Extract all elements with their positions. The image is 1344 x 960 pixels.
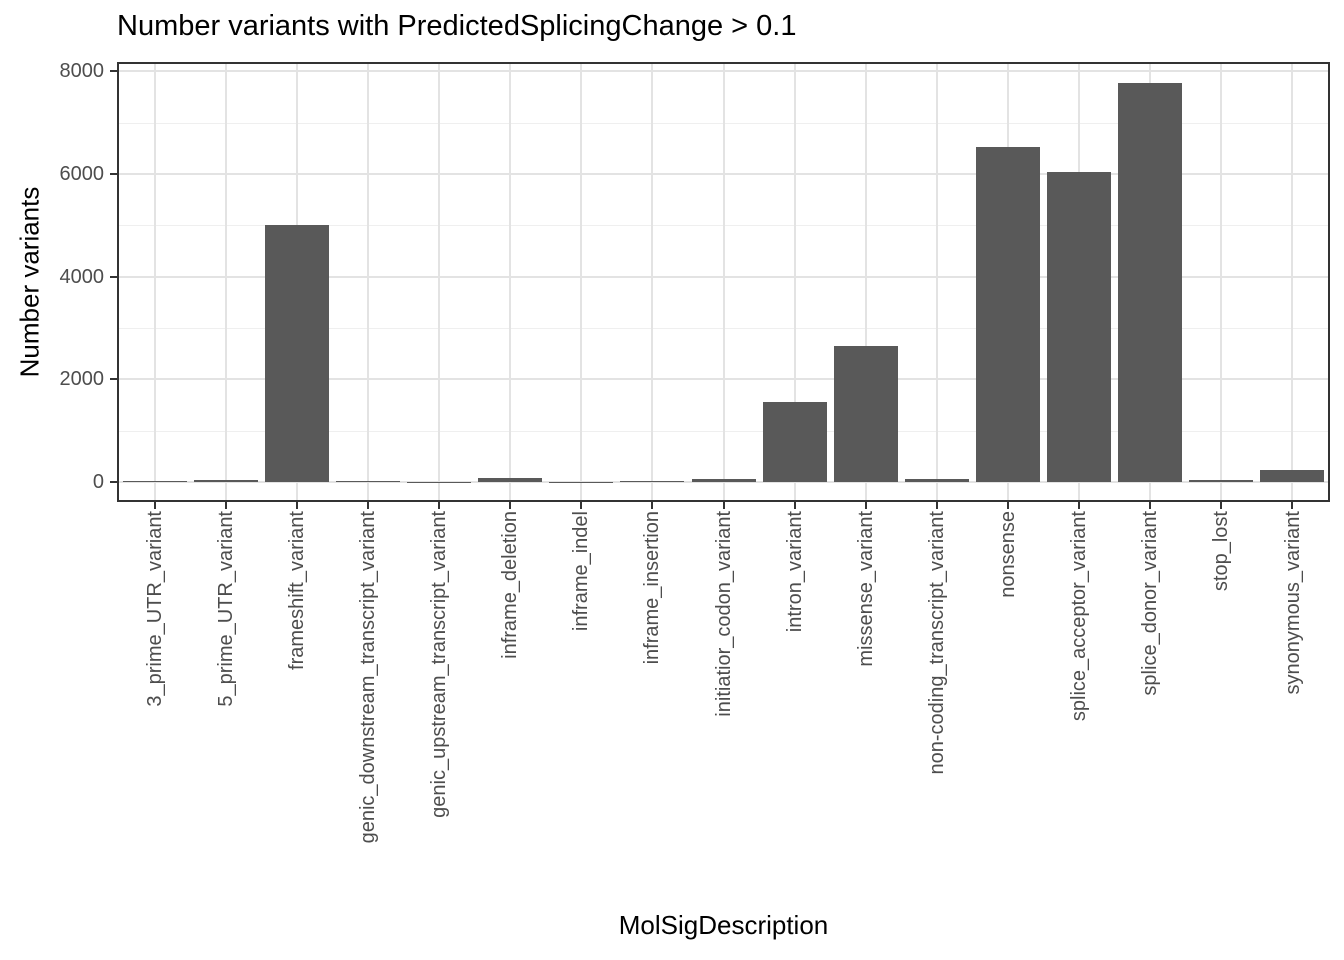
x-tick-mark-inframe_indel xyxy=(580,502,583,509)
x-tick-mark-genic_upstream_transcript_variant xyxy=(438,502,441,509)
v-gridline-synonymous_variant xyxy=(1291,64,1294,500)
x-tick-mark-non-coding_transcript_variant xyxy=(935,502,938,509)
x-tick-label-stop_lost: stop_lost xyxy=(1210,511,1233,592)
y-tick-mark-4000 xyxy=(110,275,117,278)
v-gridline-genic_downstream_transcript_variant xyxy=(366,64,369,500)
bar-3_prime_UTR_variant xyxy=(122,480,187,482)
x-tick-label-inframe_insertion: inframe_insertion xyxy=(641,511,664,665)
x-tick-cell-synonymous_variant: synonymous_variant xyxy=(1257,511,1328,911)
y-tick-mark-8000 xyxy=(110,70,117,73)
x-tick-label-splice_donor_variant: splice_donor_variant xyxy=(1139,511,1162,696)
x-tick-cell-inframe_indel: inframe_indel xyxy=(546,511,617,911)
x-tick-cell-stop_lost: stop_lost xyxy=(1186,511,1257,911)
x-tick-mark-nonsense xyxy=(1006,502,1009,509)
y-tick-label-8000: 8000 xyxy=(59,60,105,83)
x-tick-label-genic_downstream_transcript_variant: genic_downstream_transcript_variant xyxy=(356,511,379,844)
y-tick-label-4000: 4000 xyxy=(59,265,105,288)
x-tick-label-frameshift_variant: frameshift_variant xyxy=(285,511,308,670)
bar-initiatior_codon_variant xyxy=(691,478,756,482)
x-tick-cell-intron_variant: intron_variant xyxy=(759,511,830,911)
x-tick-label-inframe_indel: inframe_indel xyxy=(570,511,593,632)
x-axis-title: MolSigDescription xyxy=(618,910,829,940)
v-gridline-missense_variant xyxy=(864,64,867,500)
x-tick-cell-missense_variant: missense_variant xyxy=(830,511,901,911)
v-gridline-non-coding_transcript_variant xyxy=(935,64,938,500)
x-tick-label-non-coding_transcript_variant: non-coding_transcript_variant xyxy=(925,511,948,775)
bar-non-coding_transcript_variant xyxy=(904,478,969,482)
y-tick-label-6000: 6000 xyxy=(59,162,105,185)
bar-splice_donor_variant xyxy=(1118,82,1183,482)
bar-frameshift_variant xyxy=(264,224,329,482)
x-tick-cell-nonsense: nonsense xyxy=(973,511,1044,911)
bar-inframe_deletion xyxy=(478,477,543,482)
x-tick-cell-inframe_insertion: inframe_insertion xyxy=(617,511,688,911)
x-tick-label-genic_upstream_transcript_variant: genic_upstream_transcript_variant xyxy=(428,511,451,818)
x-tick-mark-inframe_insertion xyxy=(651,502,654,509)
bar-splice_acceptor_variant xyxy=(1047,171,1112,482)
v-gridline-inframe_deletion xyxy=(509,64,512,500)
x-tick-cell-frameshift_variant: frameshift_variant xyxy=(261,511,332,911)
y-tick-mark-6000 xyxy=(110,172,117,175)
x-tick-mark-splice_acceptor_variant xyxy=(1078,502,1081,509)
x-tick-label-inframe_deletion: inframe_deletion xyxy=(499,511,522,659)
x-tick-cell-non-coding_transcript_variant: non-coding_transcript_variant xyxy=(901,511,972,911)
x-tick-label-3_prime_UTR_variant: 3_prime_UTR_variant xyxy=(143,511,166,707)
x-tick-cell-3_prime_UTR_variant: 3_prime_UTR_variant xyxy=(119,511,190,911)
x-tick-mark-5_prime_UTR_variant xyxy=(224,502,227,509)
x-tick-label-splice_acceptor_variant: splice_acceptor_variant xyxy=(1068,511,1091,722)
v-gridline-inframe_indel xyxy=(580,64,583,500)
x-tick-label-missense_variant: missense_variant xyxy=(854,511,877,667)
x-tick-cell-genic_downstream_transcript_variant: genic_downstream_transcript_variant xyxy=(332,511,403,911)
x-tick-mark-stop_lost xyxy=(1220,502,1223,509)
x-tick-label-intron_variant: intron_variant xyxy=(783,511,806,633)
v-gridline-inframe_insertion xyxy=(651,64,654,500)
x-tick-labels: 3_prime_UTR_variant 5_prime_UTR_variant fr… xyxy=(119,511,1328,911)
x-tick-cell-genic_upstream_transcript_variant: genic_upstream_transcript_variant xyxy=(404,511,475,911)
x-tick-cell-5_prime_UTR_variant: 5_prime_UTR_variant xyxy=(190,511,261,911)
bar-nonsense xyxy=(975,147,1040,482)
x-tick-cell-inframe_deletion: inframe_deletion xyxy=(475,511,546,911)
x-tick-cell-initiatior_codon_variant: initiatior_codon_variant xyxy=(688,511,759,911)
v-gridline-3_prime_UTR_variant xyxy=(153,64,156,500)
bar-intron_variant xyxy=(762,402,827,482)
bar-inframe_insertion xyxy=(620,481,685,482)
x-tick-mark-3_prime_UTR_variant xyxy=(153,502,156,509)
y-tick-label-0: 0 xyxy=(92,471,104,493)
x-tick-mark-frameshift_variant xyxy=(295,502,298,509)
bar-missense_variant xyxy=(833,345,898,482)
v-gridline-stop_lost xyxy=(1220,64,1223,500)
bar-genic_downstream_transcript_variant xyxy=(335,480,400,482)
y-tick-mark-0 xyxy=(110,481,117,483)
y-tick-label-2000: 2000 xyxy=(59,368,105,391)
bar-synonymous_variant xyxy=(1260,469,1325,482)
x-tick-mark-genic_downstream_transcript_variant xyxy=(366,502,369,509)
bar-5_prime_UTR_variant xyxy=(193,479,258,482)
x-tick-cell-splice_acceptor_variant: splice_acceptor_variant xyxy=(1044,511,1115,911)
plot-panel xyxy=(117,62,1330,502)
v-gridline-genic_upstream_transcript_variant xyxy=(438,64,441,500)
v-gridline-5_prime_UTR_variant xyxy=(224,64,227,500)
x-tick-label-initiatior_codon_variant: initiatior_codon_variant xyxy=(712,511,735,717)
chart-title: Number variants with PredictedSplicingCh… xyxy=(117,10,797,42)
x-tick-mark-intron_variant xyxy=(793,502,796,509)
x-tick-label-synonymous_variant: synonymous_variant xyxy=(1281,511,1304,695)
x-tick-mark-initiatior_codon_variant xyxy=(722,502,725,509)
v-gridline-initiatior_codon_variant xyxy=(722,64,725,500)
bar-stop_lost xyxy=(1189,480,1254,482)
v-gridline-intron_variant xyxy=(793,64,796,500)
x-tick-mark-missense_variant xyxy=(864,502,867,509)
x-tick-cell-splice_donor_variant: splice_donor_variant xyxy=(1115,511,1186,911)
x-tick-mark-splice_donor_variant xyxy=(1149,502,1152,509)
x-tick-label-nonsense: nonsense xyxy=(997,511,1020,598)
x-tick-mark-inframe_deletion xyxy=(509,502,512,509)
x-tick-mark-synonymous_variant xyxy=(1291,502,1294,509)
x-tick-label-5_prime_UTR_variant: 5_prime_UTR_variant xyxy=(214,511,237,707)
y-tick-mark-2000 xyxy=(110,378,117,381)
